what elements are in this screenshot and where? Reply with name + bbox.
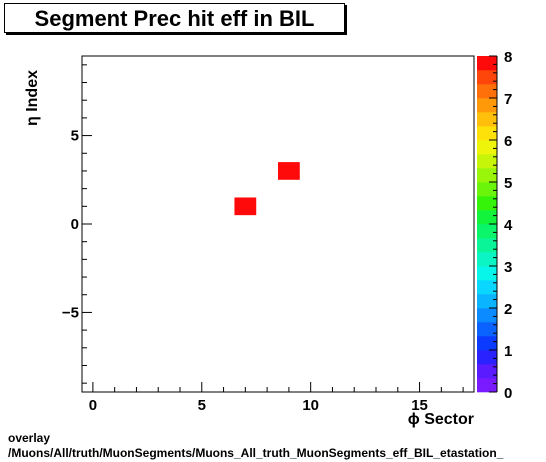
palette-band xyxy=(477,238,497,253)
palette-band xyxy=(477,266,497,281)
y-tick-label: 5 xyxy=(71,128,79,145)
palette-band xyxy=(477,196,497,211)
x-tick-label: 15 xyxy=(411,397,428,414)
palette-tick-label: 1 xyxy=(504,343,512,360)
footer-overlay-label: overlay xyxy=(8,431,51,445)
palette-band xyxy=(477,364,497,379)
palette-tick-label: 8 xyxy=(504,49,512,66)
y-tick-label: 0 xyxy=(71,216,79,233)
palette-tick-label: 4 xyxy=(504,217,513,234)
palette-band xyxy=(477,350,497,365)
plot-frame xyxy=(81,55,475,393)
y-axis-label: η Index xyxy=(24,70,41,126)
palette-band xyxy=(477,126,497,141)
palette-band xyxy=(477,182,497,197)
x-tick-label: 5 xyxy=(198,397,206,414)
x-axis-label: ϕ Sector xyxy=(408,411,474,428)
palette-band xyxy=(477,168,497,183)
palette-tick-label: 3 xyxy=(504,259,512,276)
footer-path-label: /Muons/All/truth/MuonSegments/Muons_All_… xyxy=(8,446,504,460)
chart-title: Segment Prec hit eff in BIL xyxy=(4,3,345,33)
palette-band xyxy=(477,336,497,351)
palette-band xyxy=(477,210,497,225)
palette-band xyxy=(477,224,497,239)
y-tick-label: −5 xyxy=(62,304,79,321)
palette-tick-label: 6 xyxy=(504,133,512,150)
palette-band xyxy=(477,112,497,127)
palette-tick-label: 7 xyxy=(504,91,512,108)
palette-band xyxy=(477,322,497,337)
palette-band xyxy=(477,56,497,71)
palette-tick-label: 5 xyxy=(504,175,512,192)
palette-band xyxy=(477,280,497,295)
palette-band xyxy=(477,154,497,169)
palette-band xyxy=(477,84,497,99)
palette-band xyxy=(477,98,497,113)
palette-band xyxy=(477,378,497,393)
palette-band xyxy=(477,252,497,267)
palette-band xyxy=(477,70,497,85)
x-tick-label: 10 xyxy=(302,397,319,414)
heatmap-cell-1 xyxy=(234,197,257,216)
heatmap-cell-2 xyxy=(278,162,300,180)
palette-band xyxy=(477,308,497,323)
x-tick-label: 0 xyxy=(89,397,97,414)
palette-tick-label: 0 xyxy=(504,385,512,402)
palette-band xyxy=(477,294,497,309)
palette-tick-label: 2 xyxy=(504,301,512,318)
palette-band xyxy=(477,140,497,155)
